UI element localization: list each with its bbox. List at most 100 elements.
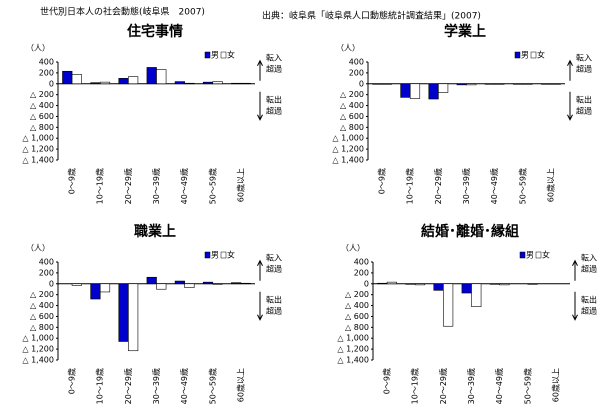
arrow-head [572, 259, 578, 267]
bar [212, 283, 223, 285]
x-tick-label: 40～49歳 [179, 368, 189, 404]
x-tick-label: 20～29歳 [123, 368, 133, 404]
y-tick-label: △ 600 [30, 112, 54, 121]
x-tick-label: 10～19歳 [405, 168, 415, 204]
bar [99, 81, 111, 85]
y-tick-label: △ 1,200 [22, 145, 54, 154]
y-tick-label: △ 400 [30, 301, 54, 310]
bar [99, 283, 111, 293]
y-tick-label: △ 1,000 [337, 334, 369, 343]
y-tick-label: 200 [349, 68, 364, 77]
annotation: 超過 [581, 305, 597, 315]
legend-swatch [204, 251, 211, 259]
x-tick-label: 60歳以上 [235, 168, 245, 202]
y-tick-label: △ 1,000 [22, 134, 54, 143]
arrow-head [567, 114, 573, 121]
bar [128, 283, 139, 352]
annotation: 転入 [266, 53, 282, 62]
bar [414, 283, 426, 286]
y-tick-label: △ 200 [345, 290, 369, 299]
x-tick-label: 40～49歳 [494, 368, 504, 404]
legend-label: 男 [521, 51, 529, 60]
y-tick-label: 200 [354, 268, 369, 277]
bar [156, 69, 167, 85]
chart-title: 職業上 [134, 223, 176, 240]
annotation: 転入 [266, 253, 282, 262]
bar [146, 67, 157, 85]
x-tick-label: 40～49歳 [179, 168, 189, 204]
y-tick-label: △ 200 [30, 90, 54, 99]
bar [494, 83, 505, 85]
bar [400, 83, 411, 98]
y-tick-label: △ 1,200 [22, 345, 54, 354]
bar [522, 83, 533, 85]
bar [71, 74, 82, 85]
bar [118, 78, 129, 85]
annotation: 転出 [576, 94, 592, 104]
y-tick-label: △ 800 [30, 123, 54, 132]
bar [405, 283, 416, 285]
y-tick-label: △ 1,400 [22, 156, 54, 165]
annotation: 転出 [266, 294, 282, 304]
x-tick-label: 30～39歳 [461, 168, 471, 204]
x-tick-label: 0～9歳 [67, 168, 77, 194]
y-tick-label: △ 1,200 [337, 345, 369, 354]
bar [118, 283, 129, 342]
chart-title: 学業上 [444, 23, 486, 40]
legend-label: 男 [211, 251, 219, 260]
arrow-head [572, 314, 578, 321]
arrow-head [567, 59, 573, 67]
annotation: 超過 [266, 305, 282, 315]
bar [466, 83, 477, 86]
bar [90, 283, 101, 300]
arrow-head [257, 59, 263, 67]
x-tick-label: 60歳以上 [545, 168, 555, 202]
y-axis-label: （人） [26, 44, 50, 53]
legend-swatch [530, 51, 537, 59]
y-axis-label: （人） [336, 44, 360, 53]
y-axis-label: （人） [26, 244, 50, 253]
y-tick-label: 400 [39, 258, 54, 267]
legend-label: 男 [526, 251, 534, 260]
bar [156, 283, 167, 290]
y-tick-label: 0 [49, 279, 54, 288]
arrow-head [257, 114, 263, 121]
y-tick-label: △ 400 [345, 301, 369, 310]
bar [240, 82, 251, 85]
bar [231, 282, 242, 285]
y-tick-label: 400 [39, 58, 54, 67]
y-tick-label: △ 1,400 [332, 156, 364, 165]
x-tick-label: 10～19歳 [95, 368, 105, 404]
y-tick-label: △ 1,200 [332, 145, 364, 154]
y-tick-label: 200 [39, 268, 54, 277]
y-tick-label: 0 [49, 79, 54, 88]
legend-swatch [514, 51, 521, 59]
page-title: 世代別日本人の社会動態(岐阜県 2007) [40, 6, 205, 18]
x-tick-label: 10～19歳 [410, 368, 420, 404]
arrow-head [257, 314, 263, 321]
annotation: 転出 [581, 294, 597, 304]
bar [231, 82, 242, 85]
legend-swatch [204, 51, 211, 59]
bar [377, 282, 388, 285]
x-tick-label: 30～39歳 [466, 368, 476, 404]
y-tick-label: 400 [349, 58, 364, 67]
bar [409, 83, 421, 99]
y-tick-label: △ 800 [340, 123, 364, 132]
bar [489, 283, 500, 285]
bar [550, 83, 561, 85]
annotation: 超過 [266, 105, 282, 115]
bar [386, 281, 397, 285]
x-tick-label: 20～29歳 [438, 368, 448, 404]
x-tick-label: 50～59歳 [522, 368, 532, 404]
bar [428, 83, 439, 100]
bar [184, 82, 195, 85]
bar [433, 283, 444, 291]
y-axis-label: （人） [341, 244, 365, 253]
bar [174, 280, 185, 285]
chart-title: 住宅事情 [127, 23, 183, 40]
x-tick-label: 60歳以上 [235, 368, 245, 402]
bar [381, 83, 392, 85]
y-tick-label: 0 [359, 79, 364, 88]
